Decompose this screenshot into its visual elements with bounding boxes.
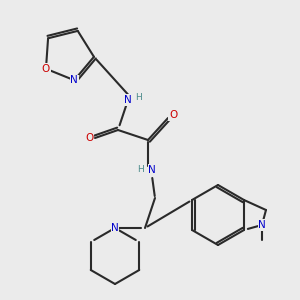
Text: H: H xyxy=(136,92,142,101)
Text: H: H xyxy=(136,166,143,175)
Text: O: O xyxy=(42,64,50,74)
Text: N: N xyxy=(111,223,119,233)
Text: O: O xyxy=(85,133,93,143)
Text: N: N xyxy=(258,220,266,230)
Text: N: N xyxy=(70,75,78,85)
Text: O: O xyxy=(169,110,177,120)
Text: N: N xyxy=(148,165,156,175)
Text: N: N xyxy=(124,95,132,105)
